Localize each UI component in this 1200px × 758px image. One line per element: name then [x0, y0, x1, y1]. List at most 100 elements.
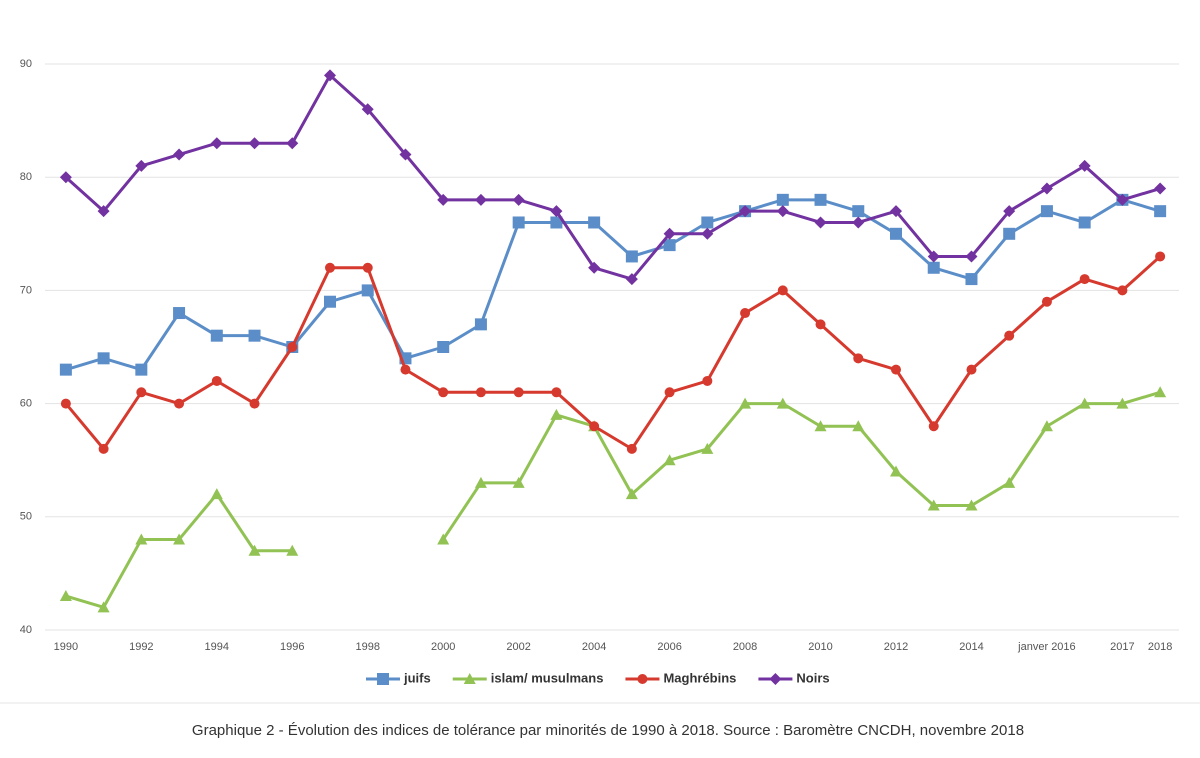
marker [814, 193, 827, 206]
marker [853, 353, 864, 364]
marker [474, 476, 487, 488]
line [64, 73, 1161, 281]
marker [210, 137, 223, 150]
marker [474, 318, 487, 331]
marker [377, 673, 389, 685]
line [64, 255, 1162, 451]
legend-label: juifs [403, 670, 431, 685]
marker [400, 364, 411, 375]
marker [626, 443, 637, 454]
marker [287, 342, 298, 352]
y-tick-label: 90 [20, 58, 32, 70]
line [65, 198, 1161, 372]
marker [1040, 420, 1053, 432]
marker [1078, 159, 1091, 172]
marker [1003, 476, 1016, 488]
marker [1116, 193, 1129, 206]
marker [286, 137, 299, 150]
marker [1155, 251, 1166, 262]
marker [361, 103, 374, 116]
marker [362, 262, 373, 273]
marker [60, 398, 71, 409]
marker [249, 398, 260, 409]
marker [890, 227, 902, 240]
marker [625, 488, 638, 500]
x-tick-label: 1996 [280, 641, 304, 653]
marker [135, 363, 148, 376]
marker [97, 205, 110, 218]
marker [324, 295, 336, 308]
x-tick-label: 2006 [657, 641, 681, 653]
marker [135, 159, 148, 172]
x-tick-label: 1998 [355, 641, 379, 653]
marker [701, 442, 714, 454]
marker [589, 421, 600, 432]
marker [211, 375, 222, 386]
marker [475, 387, 486, 398]
marker [815, 319, 826, 330]
marker [776, 205, 789, 218]
marker [248, 137, 261, 150]
marker [965, 273, 978, 286]
marker [891, 364, 901, 375]
marker [463, 673, 476, 684]
x-tick-label: 1990 [54, 641, 78, 653]
marker [927, 499, 940, 511]
marker [437, 193, 450, 206]
marker [890, 465, 902, 477]
marker [927, 250, 940, 263]
line [441, 390, 1161, 541]
marker [852, 420, 865, 432]
marker [701, 227, 714, 240]
x-tick-label: 2018 [1148, 641, 1172, 653]
marker [1004, 330, 1015, 341]
marker [625, 250, 638, 263]
marker [438, 387, 449, 398]
legend-label: Noirs [796, 670, 829, 685]
marker [1078, 397, 1091, 409]
marker [550, 205, 563, 218]
marker [739, 397, 752, 409]
marker [173, 148, 186, 161]
marker [1154, 205, 1167, 218]
marker [814, 420, 827, 432]
marker [965, 250, 978, 263]
marker [663, 227, 676, 240]
x-tick-label: 2000 [431, 641, 455, 653]
marker [361, 284, 374, 297]
marker [98, 443, 109, 454]
marker [625, 273, 638, 286]
marker [852, 216, 865, 229]
marker [1154, 182, 1167, 195]
x-tick-label: 2004 [582, 641, 606, 653]
marker [210, 488, 223, 500]
marker [1003, 227, 1016, 240]
marker [97, 352, 110, 365]
marker [588, 261, 601, 274]
marker [437, 341, 450, 353]
marker [852, 205, 865, 218]
marker [324, 69, 336, 82]
marker [399, 148, 412, 161]
y-tick-label: 80 [20, 171, 32, 183]
marker [1040, 182, 1053, 195]
x-tick-label: 1992 [129, 641, 153, 653]
marker [739, 205, 752, 218]
x-tick-label: 2014 [959, 641, 983, 653]
x-tick-label: 1994 [205, 641, 229, 653]
marker [512, 476, 525, 488]
marker [890, 205, 902, 218]
marker [248, 329, 261, 342]
marker [701, 216, 714, 229]
marker [325, 262, 335, 273]
marker [965, 499, 978, 511]
x-tick-label: janver 2016 [1017, 641, 1076, 653]
marker [248, 544, 261, 556]
marker [136, 387, 147, 398]
legend-label: islam/ musulmans [491, 670, 604, 685]
marker [550, 216, 563, 229]
marker [59, 363, 72, 376]
y-tick-label: 60 [20, 398, 32, 410]
marker [928, 421, 939, 432]
